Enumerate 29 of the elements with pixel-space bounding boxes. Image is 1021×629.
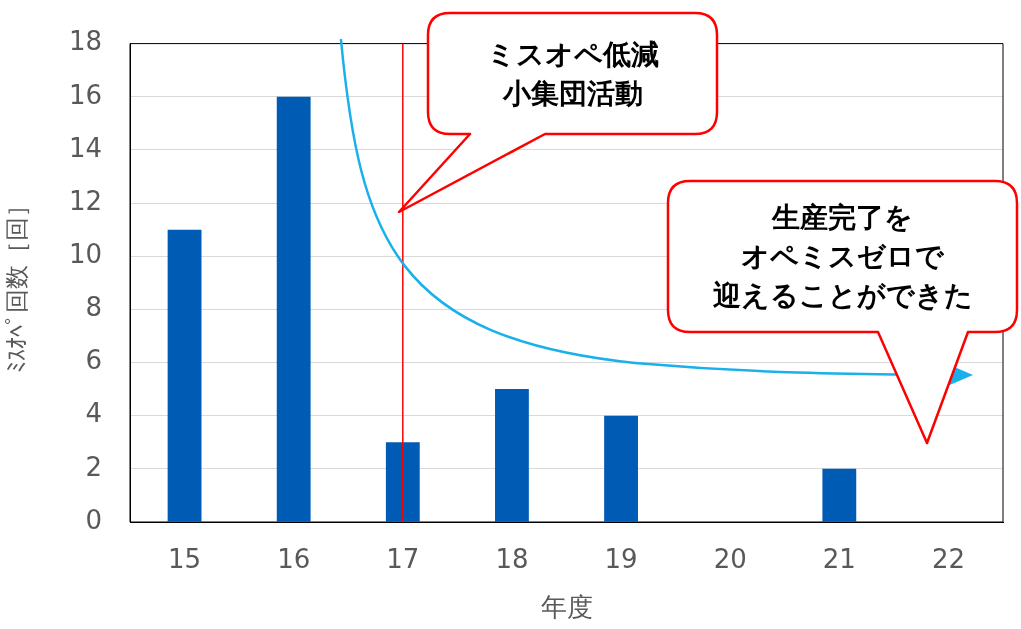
y-tick-label: 16: [68, 79, 102, 110]
x-tick-label: 20: [713, 544, 747, 575]
bar: [385, 442, 420, 522]
y-tick-label: 6: [85, 345, 102, 376]
y-tick-label: 8: [85, 292, 102, 323]
x-tick-label: 19: [604, 544, 638, 575]
x-tick-label: 17: [386, 544, 420, 575]
speech-bubble: 生産完了をオペミスゼロで迎えることができた: [667, 180, 1020, 445]
bar: [167, 229, 202, 522]
bar: [495, 389, 529, 522]
bar: [822, 468, 857, 522]
y-tick-label: 18: [68, 26, 102, 57]
x-tick-label: 22: [931, 544, 965, 575]
bar: [276, 96, 311, 522]
y-tick-label: 2: [85, 451, 102, 482]
y-tick-label: 0: [85, 504, 102, 535]
x-tick-label: 15: [168, 544, 202, 575]
speech-bubble: ミスオペ低減小集団活動: [398, 12, 720, 214]
y-tick-label: 10: [68, 238, 102, 269]
bar: [604, 415, 638, 522]
y-tick-label: 14: [68, 132, 102, 163]
y-tick-label: 4: [85, 398, 102, 429]
x-tick-label: 16: [277, 544, 311, 575]
x-tick-label: 18: [495, 544, 529, 575]
x-axis-title: 年度: [540, 592, 593, 623]
annotation: ミスオペ低減小集団活動: [486, 36, 659, 112]
x-tick-label: 21: [822, 544, 856, 575]
y-axis-title: ﾐｽｵﾍﾟ回数［回］: [2, 192, 31, 373]
y-tick-label: 12: [68, 185, 102, 216]
